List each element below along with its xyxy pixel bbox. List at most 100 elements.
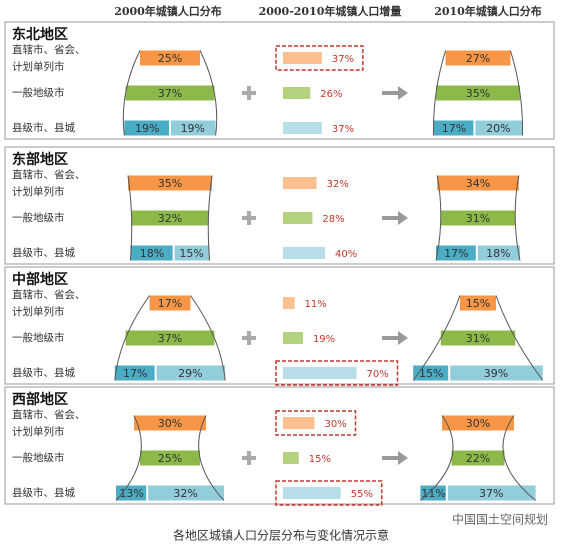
plus bbox=[242, 86, 256, 100]
bar bbox=[475, 120, 523, 136]
panel bbox=[4, 21, 555, 140]
increase-label: 26% bbox=[320, 89, 342, 100]
row-label: 直辖市、省会、 bbox=[12, 408, 86, 421]
increase-bar bbox=[283, 452, 299, 464]
bar bbox=[149, 295, 191, 311]
increase-label: 15% bbox=[309, 454, 331, 465]
bar bbox=[450, 365, 543, 381]
funnel-outline bbox=[114, 295, 151, 381]
arrow bbox=[382, 86, 408, 100]
bar-label: 35% bbox=[466, 87, 490, 100]
bar-label: 11% bbox=[421, 487, 445, 500]
increase-bar bbox=[283, 122, 322, 134]
caption: 各地区城镇人口分层分布与变化情况示意 bbox=[173, 528, 389, 543]
bar-label: 34% bbox=[466, 177, 490, 190]
bar bbox=[442, 415, 514, 431]
increase-label: 30% bbox=[325, 419, 347, 430]
bar bbox=[131, 210, 209, 226]
bar bbox=[134, 415, 206, 431]
bar-label: 17% bbox=[444, 247, 468, 260]
funnel-outline bbox=[502, 415, 536, 501]
bar-label: 32% bbox=[158, 212, 182, 225]
bar bbox=[447, 485, 536, 501]
increase-label: 11% bbox=[305, 299, 327, 310]
row-label: 直辖市、省会、 bbox=[12, 43, 86, 56]
bar-label: 31% bbox=[466, 332, 490, 345]
bar-label: 15% bbox=[466, 297, 490, 310]
bar bbox=[477, 245, 520, 261]
row-label: 计划单列市 bbox=[12, 60, 65, 73]
row-label: 县级市、县城 bbox=[12, 121, 75, 134]
increase-bar bbox=[283, 87, 311, 99]
increase-label: 37% bbox=[332, 124, 354, 135]
bar-label: 29% bbox=[178, 367, 202, 380]
bar bbox=[130, 245, 173, 261]
increase-bar bbox=[283, 52, 322, 64]
plus bbox=[242, 211, 256, 225]
funnel-outline bbox=[433, 50, 447, 136]
plus bbox=[242, 451, 256, 465]
highlight-box bbox=[275, 45, 364, 71]
row-label: 一般地级市 bbox=[12, 211, 65, 224]
bar-label: 22% bbox=[466, 452, 490, 465]
arrow bbox=[382, 211, 408, 225]
bar bbox=[440, 210, 516, 226]
bar bbox=[440, 330, 516, 346]
bar-label: 31% bbox=[466, 212, 490, 225]
funnel-outline bbox=[495, 295, 544, 381]
increase-label: 19% bbox=[313, 334, 335, 345]
bar-label: 17% bbox=[158, 297, 182, 310]
bar-label: 37% bbox=[158, 332, 182, 345]
bar-label: 13% bbox=[119, 487, 143, 500]
bar bbox=[437, 175, 519, 191]
panel bbox=[4, 266, 555, 385]
row-label: 直辖市、省会、 bbox=[12, 288, 86, 301]
bar bbox=[140, 50, 200, 66]
bar-label: 32% bbox=[173, 487, 197, 500]
bar bbox=[413, 365, 449, 381]
bar bbox=[156, 365, 226, 381]
increase-bar bbox=[283, 367, 357, 379]
highlight-box bbox=[275, 410, 357, 436]
bar bbox=[124, 120, 169, 136]
funnel-outline bbox=[509, 50, 523, 136]
arrow bbox=[382, 331, 408, 345]
row-label: 计划单列市 bbox=[12, 305, 65, 318]
row-label: 县级市、县城 bbox=[12, 486, 75, 499]
region-name: 东北地区 bbox=[12, 26, 68, 43]
increase-label: 28% bbox=[322, 214, 344, 225]
bar bbox=[460, 295, 496, 311]
row-label: 县级市、县城 bbox=[12, 366, 75, 379]
highlight-box bbox=[275, 480, 383, 506]
row-label: 县级市、县城 bbox=[12, 246, 75, 259]
panel bbox=[4, 386, 555, 505]
increase-label: 32% bbox=[327, 179, 349, 190]
row-label: 一般地级市 bbox=[12, 331, 65, 344]
funnel-outline bbox=[199, 50, 218, 136]
bar bbox=[436, 245, 476, 261]
bar bbox=[128, 175, 212, 191]
row-label: 直辖市、省会、 bbox=[12, 168, 86, 181]
increase-label: 70% bbox=[367, 369, 389, 380]
bar-label: 15% bbox=[419, 367, 443, 380]
bar bbox=[174, 245, 210, 261]
increase-label: 55% bbox=[351, 489, 373, 500]
funnel-outline bbox=[514, 175, 521, 261]
bar-label: 27% bbox=[466, 52, 490, 65]
funnel-outline bbox=[189, 295, 226, 381]
bar-label: 25% bbox=[158, 52, 182, 65]
funnel-outline bbox=[122, 50, 141, 136]
increase-bar bbox=[283, 487, 341, 499]
watermark: 中国国土空间规划 bbox=[452, 512, 548, 527]
region-name: 东部地区 bbox=[12, 151, 68, 168]
funnel-outline bbox=[115, 415, 142, 501]
row-label: 计划单列市 bbox=[12, 185, 65, 198]
bar bbox=[445, 50, 511, 66]
bar bbox=[116, 485, 147, 501]
region-name: 中部地区 bbox=[12, 271, 68, 288]
bar-label: 15% bbox=[179, 247, 203, 260]
increase-label: 37% bbox=[332, 54, 354, 65]
bar bbox=[140, 450, 200, 466]
funnel-outline bbox=[207, 175, 213, 261]
